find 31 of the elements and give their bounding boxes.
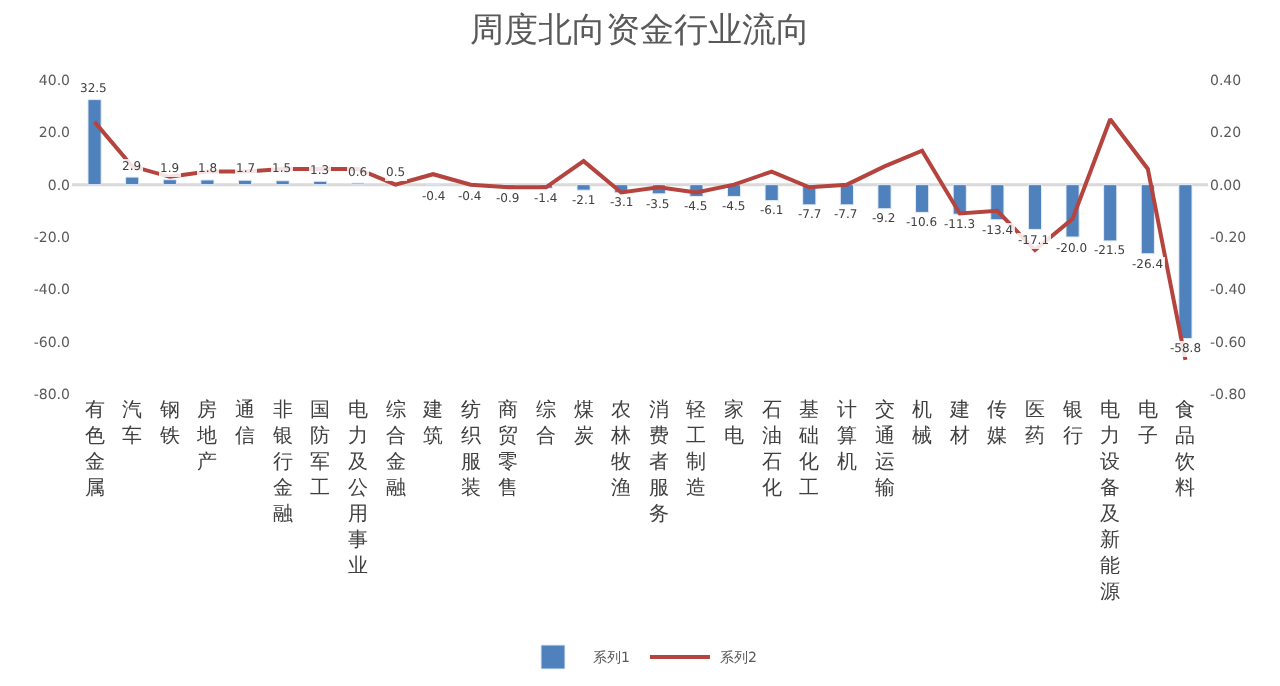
x-tick-label: 食品饮料 [1173, 398, 1196, 500]
x-tick-label: 有色金属 [84, 398, 105, 500]
x-tick-label: 煤炭 [573, 398, 594, 448]
x-tick-label: 通信 [235, 398, 256, 448]
x-tick-label: 纺织服装 [460, 398, 481, 500]
x-tick-label: 消费者服务 [648, 398, 669, 526]
x-tick-label: 房地产 [195, 398, 218, 474]
x-tick-label: 交通运输 [874, 398, 895, 500]
x-tick-label: 石油石化 [761, 400, 782, 500]
x-tick-label: 银行 [1060, 400, 1083, 448]
x-tick-label: 机械 [912, 398, 933, 448]
x-tick-label: 农林牧渔 [609, 400, 632, 500]
x-tick-label: 国防军工 [310, 400, 331, 500]
x-tick-label: 综合金融 [385, 398, 406, 500]
x-tick-label: 基础化工 [797, 398, 820, 500]
x-tick-label: 汽车 [122, 398, 143, 448]
x-tick-label: 轻工制造 [686, 398, 707, 500]
x-tick-label: 非银行金融 [270, 398, 293, 526]
x-tick-label: 综合 [535, 398, 556, 448]
x-tick-label: 建材 [947, 398, 970, 448]
x-tick-label: 商贸零售 [498, 398, 519, 500]
x-tick-label: 医药 [1024, 400, 1045, 448]
x-tick-label: 建筑 [421, 398, 444, 448]
x-tick-label: 电力及公用事业 [347, 398, 368, 578]
x-tick-label: 计算机 [836, 398, 857, 474]
x-tick-label: 电力设备及新能源 [1100, 398, 1121, 604]
x-tick-label: 电子 [1137, 398, 1158, 448]
x-tick-label: 家电 [724, 398, 745, 448]
x-tick-label: 传媒 [987, 400, 1008, 448]
x-tick-label: 钢铁 [157, 400, 180, 448]
chart-title: 周度北向资金行业流向 [470, 10, 810, 51]
